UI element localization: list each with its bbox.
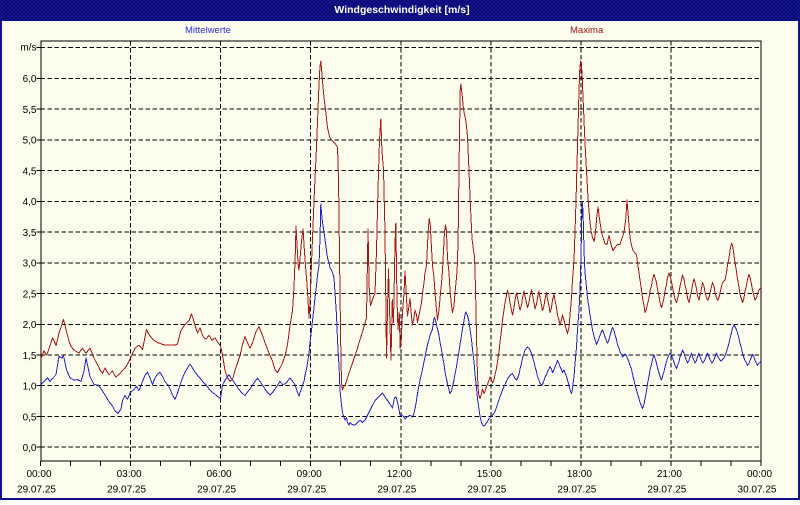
svg-text:1,0: 1,0: [23, 382, 37, 393]
svg-text:21:00: 21:00: [657, 469, 682, 480]
svg-text:4,0: 4,0: [23, 197, 37, 208]
svg-text:29.07.25: 29.07.25: [107, 485, 146, 496]
svg-text:00:00: 00:00: [26, 469, 51, 480]
svg-text:29.07.25: 29.07.25: [467, 485, 506, 496]
svg-text:5,5: 5,5: [23, 105, 37, 116]
svg-text:3,5: 3,5: [23, 228, 37, 239]
svg-text:00:00: 00:00: [747, 469, 772, 480]
svg-text:2,0: 2,0: [23, 320, 37, 331]
svg-text:12:00: 12:00: [387, 469, 412, 480]
svg-text:5,0: 5,0: [23, 136, 37, 147]
svg-text:2,5: 2,5: [23, 289, 37, 300]
svg-text:0,5: 0,5: [23, 412, 37, 423]
svg-text:03:00: 03:00: [117, 469, 142, 480]
svg-text:29.07.25: 29.07.25: [647, 485, 686, 496]
svg-text:4,5: 4,5: [23, 166, 37, 177]
svg-text:29.07.25: 29.07.25: [197, 485, 236, 496]
svg-text:30.07.25: 30.07.25: [738, 485, 777, 496]
svg-text:6,0: 6,0: [23, 74, 37, 85]
svg-text:29.07.25: 29.07.25: [377, 485, 416, 496]
svg-text:1,5: 1,5: [23, 351, 37, 362]
svg-text:29.07.25: 29.07.25: [287, 485, 326, 496]
svg-text:29.07.25: 29.07.25: [17, 485, 56, 496]
svg-text:06:00: 06:00: [207, 469, 232, 480]
svg-text:3,0: 3,0: [23, 259, 37, 270]
svg-text:15:00: 15:00: [477, 469, 502, 480]
svg-text:m/s: m/s: [20, 43, 36, 54]
svg-text:29.07.25: 29.07.25: [557, 485, 596, 496]
svg-text:09:00: 09:00: [297, 469, 322, 480]
svg-text:0,0: 0,0: [23, 443, 37, 454]
svg-text:18:00: 18:00: [567, 469, 592, 480]
